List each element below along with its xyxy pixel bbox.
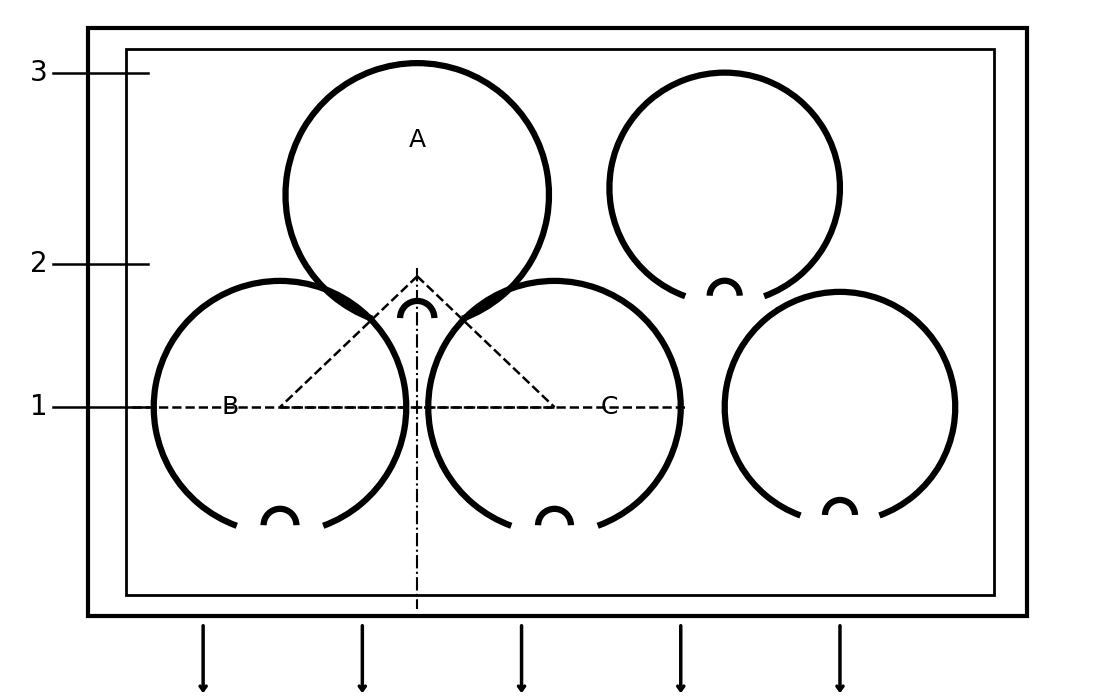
Bar xyxy=(88,28,1027,616)
Text: 3: 3 xyxy=(30,59,47,87)
Bar xyxy=(126,49,994,595)
Text: 2: 2 xyxy=(30,251,47,278)
Text: B: B xyxy=(222,395,239,419)
Text: A: A xyxy=(408,128,426,152)
Text: C: C xyxy=(601,395,618,419)
Text: 1: 1 xyxy=(30,393,47,421)
